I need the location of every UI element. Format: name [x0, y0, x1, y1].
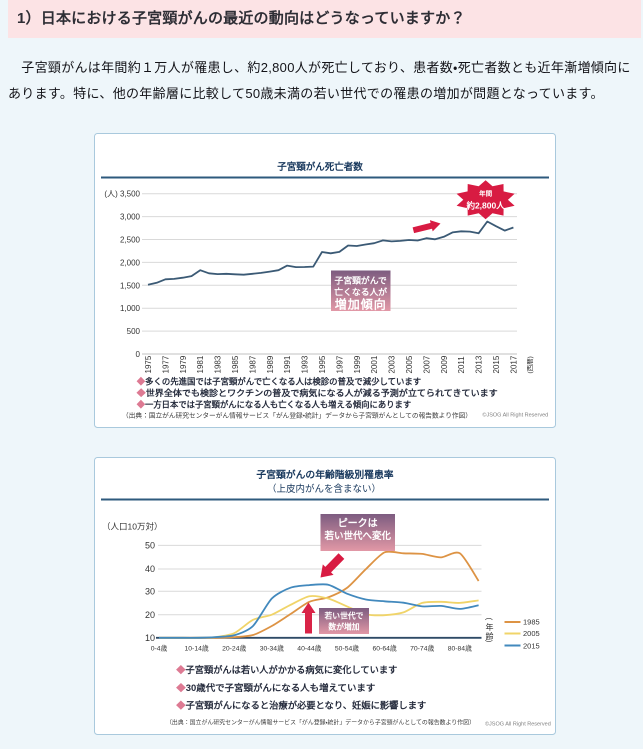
svg-text:（: （ — [484, 613, 493, 621]
svg-text:1993: 1993 — [301, 355, 310, 373]
svg-text:(西暦): (西暦) — [526, 356, 534, 373]
svg-text:◆多くの先進国では子宮頸がんで亡くなる人は検診の普及で減少し: ◆多くの先進国では子宮頸がんで亡くなる人は検診の普及で減少しています — [136, 376, 422, 387]
svg-text:）: ） — [484, 640, 493, 648]
svg-text:2015: 2015 — [523, 641, 540, 650]
svg-text:若い世代へ変化: 若い世代へ変化 — [323, 530, 391, 542]
svg-text:(人) 3,500: (人) 3,500 — [104, 190, 140, 199]
svg-text:0-4歳: 0-4歳 — [151, 644, 168, 653]
svg-text:子宮頸がんの年齢階級別罹患率: 子宮頸がんの年齢階級別罹患率 — [256, 468, 393, 481]
svg-text:2001: 2001 — [370, 355, 379, 373]
svg-text:40-44歳: 40-44歳 — [297, 644, 321, 653]
svg-text:2,500: 2,500 — [120, 236, 141, 245]
svg-text:1,000: 1,000 — [120, 304, 141, 313]
svg-text:1977: 1977 — [161, 355, 170, 373]
svg-text:◆30歳代で子宮頸がんになる人も増えています: ◆30歳代で子宮頸がんになる人も増えています — [175, 682, 375, 693]
svg-text:0: 0 — [136, 350, 141, 359]
svg-text:若い世代で: 若い世代で — [324, 611, 364, 621]
svg-text:数が増加: 数が増加 — [327, 622, 359, 632]
svg-text:2009: 2009 — [440, 355, 449, 373]
svg-text:50: 50 — [145, 541, 155, 551]
svg-text:2017: 2017 — [509, 355, 518, 373]
svg-text:年: 年 — [486, 622, 494, 632]
svg-text:（人口10万対）: （人口10万対） — [102, 522, 162, 532]
svg-text:30-34歳: 30-34歳 — [260, 644, 284, 653]
svg-text:1985: 1985 — [523, 618, 540, 627]
svg-text:20-24歳: 20-24歳 — [222, 644, 246, 653]
svg-text:10-14歳: 10-14歳 — [185, 644, 209, 653]
svg-text:1989: 1989 — [266, 355, 275, 373]
svg-text:1995: 1995 — [318, 355, 327, 373]
svg-text:2011: 2011 — [457, 356, 466, 374]
svg-text:子宮頸がん死亡者数: 子宮頸がん死亡者数 — [277, 161, 363, 173]
svg-text:ピークは: ピークは — [338, 518, 378, 530]
svg-text:（出典：国立がん研究センターがん情報サービス「がん登録・統計: （出典：国立がん研究センターがん情報サービス「がん登録・統計」データから子宮頸が… — [122, 411, 472, 420]
svg-text:2015: 2015 — [492, 355, 501, 373]
svg-text:30: 30 — [145, 586, 155, 596]
svg-text:2007: 2007 — [422, 355, 431, 373]
svg-text:©JSOG All Right Reserved: ©JSOG All Right Reserved — [485, 721, 551, 728]
svg-text:1979: 1979 — [179, 355, 188, 373]
svg-text:2005: 2005 — [405, 355, 414, 373]
svg-text:1,500: 1,500 — [120, 281, 141, 290]
svg-text:80-84歳: 80-84歳 — [448, 644, 472, 653]
svg-text:子宮頸がんで: 子宮頸がんで — [335, 274, 388, 285]
svg-text:2003: 2003 — [388, 355, 397, 373]
svg-text:◆子宮頸がんになると治療が必要となり、妊娠に影響します: ◆子宮頸がんになると治療が必要となり、妊娠に影響します — [175, 699, 426, 710]
svg-text:70-74歳: 70-74歳 — [410, 644, 434, 653]
svg-text:年間: 年間 — [479, 189, 493, 198]
svg-text:©JSOG All Right Reserved: ©JSOG All Right Reserved — [482, 412, 548, 419]
svg-text:◆子宮頸がんは若い人がかかる病気に変化しています: ◆子宮頸がんは若い人がかかる病気に変化しています — [175, 664, 397, 675]
svg-text:（上皮内がんを含まない）: （上皮内がんを含まない） — [267, 483, 381, 495]
svg-text:（出典：国立がん研究センターがん情報サービス「がん登録・統計: （出典：国立がん研究センターがん情報サービス「がん登録・統計」データから子宮頸が… — [166, 719, 475, 727]
svg-text:500: 500 — [127, 327, 141, 336]
svg-text:1975: 1975 — [144, 355, 153, 373]
svg-text:◆世界全体でも検診とワクチンの普及で病気になる人が減る予測が: ◆世界全体でも検診とワクチンの普及で病気になる人が減る予測が立てられてきています — [136, 387, 498, 398]
svg-text:亡くなる人が: 亡くなる人が — [334, 286, 387, 297]
svg-text:1987: 1987 — [248, 355, 257, 373]
svg-text:2,000: 2,000 — [120, 258, 141, 267]
svg-text:齢: 齢 — [486, 631, 494, 641]
svg-text:1981: 1981 — [196, 355, 205, 373]
svg-text:1985: 1985 — [231, 355, 240, 373]
svg-text:40: 40 — [145, 564, 155, 574]
svg-text:50-54歳: 50-54歳 — [335, 644, 359, 653]
svg-text:◆一方日本では子宮頸がんになる人も亡くなる人も増える傾向にあ: ◆一方日本では子宮頸がんになる人も亡くなる人も増える傾向にあります — [136, 398, 412, 409]
svg-text:60-64歳: 60-64歳 — [373, 644, 397, 653]
svg-text:1999: 1999 — [353, 355, 362, 373]
svg-text:20: 20 — [145, 610, 155, 620]
svg-text:増加傾向: 増加傾向 — [335, 296, 387, 311]
svg-text:1997: 1997 — [335, 355, 344, 373]
svg-text:10: 10 — [145, 633, 155, 643]
svg-text:3,000: 3,000 — [120, 213, 141, 222]
svg-text:1991: 1991 — [283, 355, 292, 373]
svg-text:1983: 1983 — [214, 355, 223, 373]
svg-text:2005: 2005 — [523, 629, 540, 638]
svg-text:2013: 2013 — [475, 355, 484, 373]
svg-text:約2,800人: 約2,800人 — [465, 201, 505, 211]
